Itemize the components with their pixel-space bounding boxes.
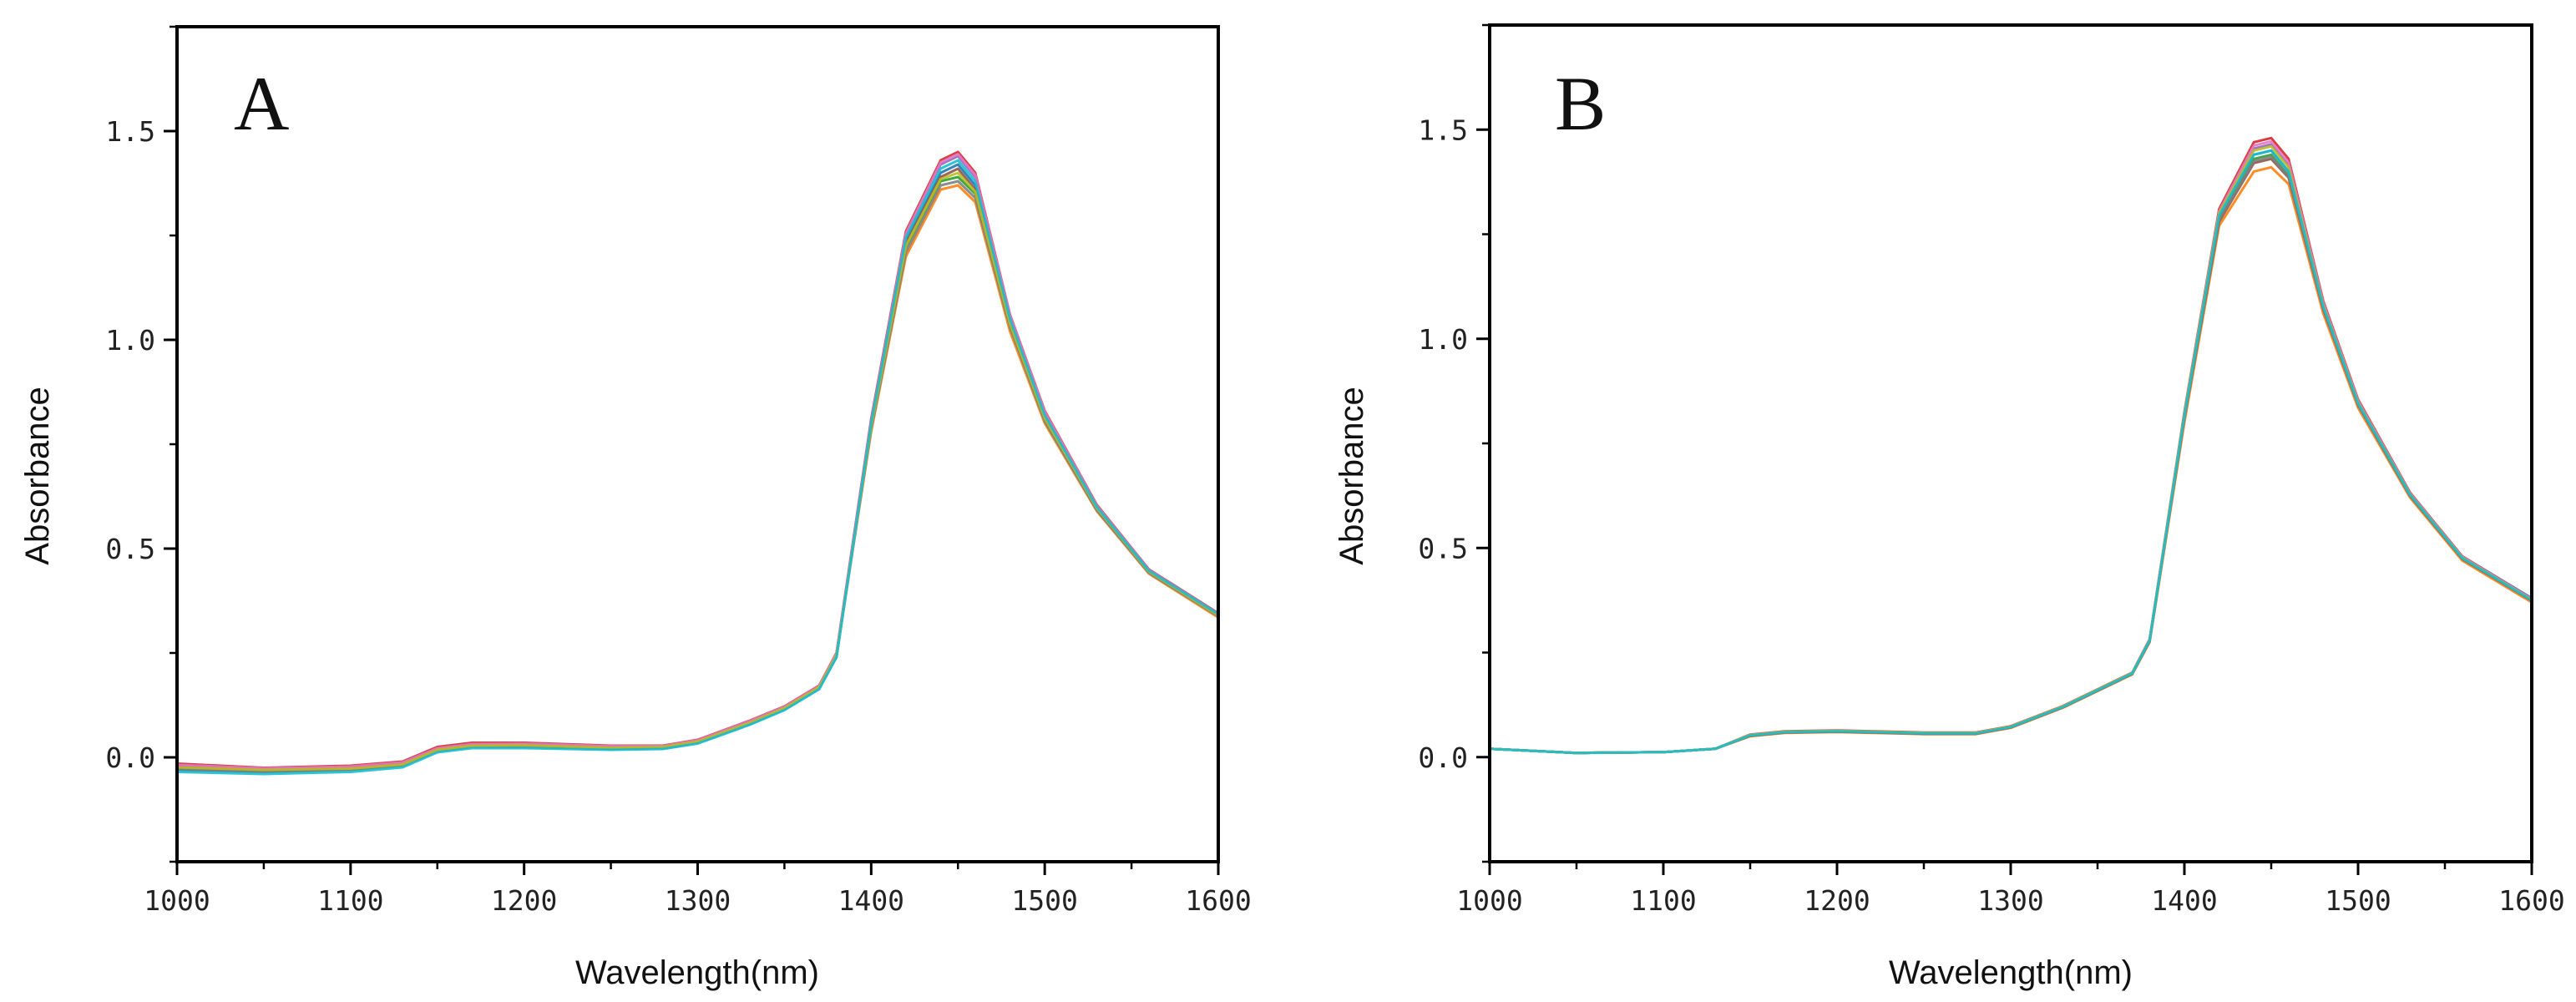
series-line-a-1 [175,163,1220,773]
series-line-a-10 [175,159,1220,776]
series-line-a-7 [175,153,1220,770]
x-axis-title-a: Wavelength(nm) [575,954,819,991]
y-axis-title-b: Absorbance [1334,387,1370,564]
series-line-a-5 [175,154,1220,771]
x-tick-label-b: 1500 [2325,884,2391,917]
x-tick-label-b: 1300 [1977,884,2043,917]
y-tick-label-b: 0.0 [1418,741,1468,774]
series-line-a-9 [175,171,1220,772]
series-line-b-9 [1488,144,2533,755]
x-tick-label-a: 1000 [144,884,210,917]
x-tick-label-b: 1100 [1630,884,1696,917]
y-tick-label-a: 0.0 [105,741,155,774]
series-line-b-7 [1488,139,2533,755]
x-tick-label-b: 1400 [2151,884,2217,917]
series-line-a-4 [175,150,1220,769]
y-tick-label-a: 1.0 [105,324,155,357]
series-line-b-3 [1488,153,2533,755]
series-layer-a [175,150,1220,776]
tick-layer-b: 1000 1100 1200 1300 1400 1500 1600 0.0 0.5 1.0 1.5 [1418,23,2565,917]
y-axis-title-a: Absorbance [19,387,56,564]
plot-frame-b [1488,23,2533,863]
series-line-b-4 [1488,136,2533,755]
series-line-a-3 [175,175,1220,772]
x-tick-label-b: 1600 [2498,884,2564,917]
y-tick-label-a: 0.5 [105,533,155,565]
tick-layer-a: 1000 1100 1200 1300 1400 1500 1600 0.0 0.5 1.0 1.5 [105,25,1252,917]
y-tick-label-b: 1.0 [1418,323,1468,356]
series-line-b-6 [1488,157,2533,755]
x-tick-label-a: 1600 [1185,884,1251,917]
chart-panel-b: B 1000 1100 1200 1300 1400 1500 16000.00.51.01… [1334,23,2565,991]
series-line-b-1 [1488,149,2533,755]
x-tick-label-a: 1500 [1011,884,1077,917]
plot-frame-a [175,25,1220,863]
series-line-b-5 [1488,143,2533,755]
x-tick-label-a: 1100 [317,884,383,917]
series-line-b-8 [1488,155,2533,755]
series-layer-b [1488,136,2533,755]
chart-panel-a: A 1000 1100 1200 1300 1400 1500 16000.00.51.01… [19,25,1252,991]
series-line-b-10 [1488,149,2533,755]
x-tick-label-a: 1200 [491,884,557,917]
y-tick-label-b: 0.5 [1418,532,1468,564]
panel-label-b: B [1555,61,1606,146]
x-axis-title-b: Wavelength(nm) [1889,954,2133,991]
x-tick-label-a: 1300 [665,884,731,917]
y-tick-label-b: 1.5 [1418,114,1468,146]
series-line-a-6 [175,167,1220,772]
series-line-b-2 [1488,165,2533,755]
x-tick-label-a: 1400 [838,884,904,917]
y-tick-label-a: 1.5 [105,115,155,148]
panel-label-a: A [234,61,289,146]
x-tick-label-b: 1000 [1456,884,1522,917]
series-line-a-8 [175,180,1220,773]
series-line-a-2 [175,184,1220,772]
x-tick-label-b: 1200 [1804,884,1870,917]
